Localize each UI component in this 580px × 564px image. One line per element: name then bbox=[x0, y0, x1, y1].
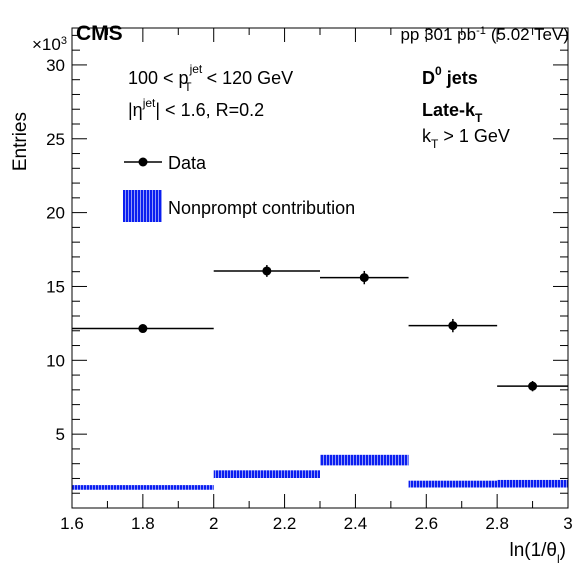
y-tick-label: 30 bbox=[46, 56, 65, 75]
axis-ticks bbox=[71, 28, 569, 508]
x-tick-label: 2.4 bbox=[344, 514, 368, 533]
late-kt-annotation: Late-kT bbox=[422, 100, 483, 125]
nonprompt-band-bin bbox=[408, 480, 498, 489]
legend-data-label: Data bbox=[168, 153, 207, 173]
x-tick-label: 2 bbox=[209, 514, 218, 533]
data-point bbox=[138, 324, 148, 334]
x-tick-label: 2.2 bbox=[273, 514, 297, 533]
y-tick-label: 15 bbox=[46, 277, 65, 296]
d0-jets-annotation: D0 jets bbox=[422, 64, 478, 88]
y-scale-label: ×103 bbox=[32, 35, 67, 54]
data-point bbox=[448, 321, 458, 331]
x-tick-label: 1.6 bbox=[60, 514, 84, 533]
y-tick-labels: 5 10 15 20 25 30 bbox=[46, 56, 65, 444]
nonprompt-band-bin bbox=[497, 479, 568, 489]
legend-nonprompt-label: Nonprompt contribution bbox=[168, 198, 355, 218]
y-tick-label: 25 bbox=[46, 130, 65, 149]
lumi-label: pp 301 pb-1 (5.02 TeV) bbox=[400, 25, 569, 44]
experiment-label: CMS bbox=[76, 22, 123, 45]
x-tick-label: 2.6 bbox=[414, 514, 438, 533]
nonprompt-band-bin bbox=[320, 454, 409, 466]
x-axis-label: ln(1/θl) bbox=[509, 540, 566, 564]
eta-annotation: |ηjet| < 1.6, R=0.2 bbox=[128, 96, 264, 120]
nonprompt-band-bin bbox=[72, 485, 214, 491]
legend: Data Nonprompt contribution bbox=[123, 153, 355, 222]
pt-range-annotation: 100 < pjet T < 120 GeV bbox=[128, 62, 293, 94]
data-point bbox=[359, 273, 369, 283]
y-tick-label: 5 bbox=[56, 425, 65, 444]
y-tick-label: 10 bbox=[46, 351, 65, 370]
kt-cut-annotation: kT > 1 GeV bbox=[422, 126, 510, 151]
x-tick-label: 2.8 bbox=[485, 514, 509, 533]
nonprompt-band-layer bbox=[72, 454, 568, 491]
nonprompt-band-bin bbox=[213, 470, 320, 479]
x-tick-label: 1.8 bbox=[131, 514, 155, 533]
y-axis-label: Entries bbox=[10, 112, 31, 171]
x-tick-labels: 1.6 1.8 2 2.2 2.4 2.6 2.8 3 bbox=[60, 514, 573, 533]
legend-data-marker bbox=[138, 157, 148, 167]
legend-nonprompt-swatch bbox=[123, 190, 162, 222]
data-points-layer bbox=[72, 265, 568, 392]
data-point bbox=[262, 266, 272, 276]
y-tick-label: 20 bbox=[46, 204, 65, 223]
data-point bbox=[528, 381, 538, 391]
x-tick-label: 3 bbox=[563, 514, 572, 533]
